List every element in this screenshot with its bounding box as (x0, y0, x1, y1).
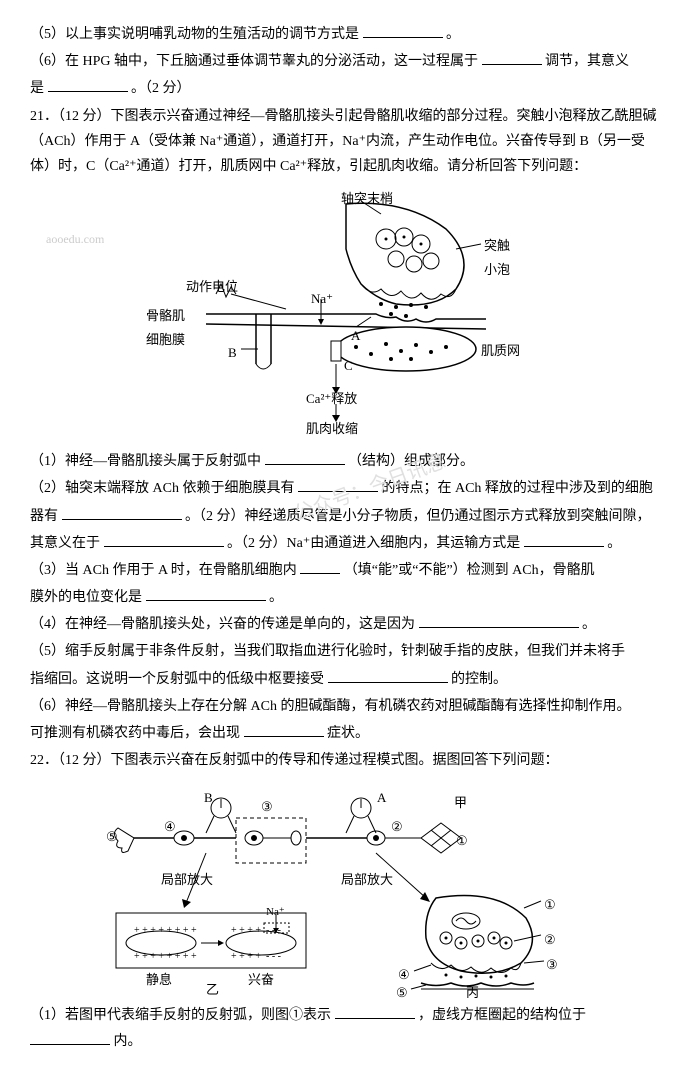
q21-6-blank[interactable] (244, 722, 324, 737)
q21-3a: （3）当 ACh 作用于 A 时，在骨骼肌细胞内 (30, 563, 297, 578)
q21-2g: 。 (607, 536, 621, 551)
fig2-b-n3: ③ (546, 953, 558, 976)
q21-1a: （1）神经—骨骼肌接头属于反射弧中 (30, 454, 261, 469)
q21-5b: 指缩回。这说明一个反射弧中的低级中枢要接受 (30, 672, 324, 687)
q21-3-l1: （3）当 ACh 作用于 A 时，在骨骼肌细胞内 （填“能”或“不能”）检测到 … (30, 558, 662, 583)
fig2-n2: ② (391, 815, 403, 838)
q21-2-blank2[interactable] (62, 505, 182, 520)
q21-6-l1: （6）神经—骨骼肌接头上存在分解 ACh 的胆碱酯酶，有机磷农药对胆碱酯酶有选择… (30, 694, 662, 719)
q21-3d: 。 (269, 590, 283, 605)
fig2-b-n1: ① (544, 893, 556, 916)
q21-2f: 。（2 分）Na⁺由通道进入细胞内，其运输方式是 (227, 536, 520, 551)
fig2-rest: 静息 (146, 968, 172, 991)
q21-3-l2: 膜外的电位变化是 。 (30, 585, 662, 610)
q21-5c: 的控制。 (451, 672, 507, 687)
q21-1: （1）神经—骨骼肌接头属于反射弧中 （结构）组成部分。 (30, 449, 662, 474)
q21-2-l2: 器有 。（2 分）神经递质尽管是小分子物质，但仍通过图示方式释放到突触间隙， (30, 504, 662, 529)
q21-3c: 膜外的电位变化是 (30, 590, 142, 605)
q21-4-blank[interactable] (419, 613, 579, 628)
q21-6c: 症状。 (327, 726, 369, 741)
svg-text:+ + + +: + + + + (231, 925, 261, 936)
q21-2-blank3[interactable] (104, 532, 224, 547)
svg-text:+ + + +: + + + + (231, 951, 261, 962)
q21-1-blank[interactable] (265, 450, 345, 465)
q6b: 调节，其意义 (545, 54, 629, 69)
q21-2b: 的特点；在 ACh 释放的过程中涉及到的细胞 (381, 481, 652, 496)
fig1-C: C (344, 354, 353, 377)
fig2-local1: 局部放大 (161, 868, 213, 891)
q21-6-l2: 可推测有机磷农药中毒后，会出现 症状。 (30, 721, 662, 746)
fig2-n1: ① (456, 829, 468, 852)
svg-text:- - -: - - - (266, 925, 281, 936)
fig1-na: Na⁺ (311, 287, 333, 310)
q5: （5）以上事实说明哺乳动物的生殖活动的调节方式是 。 (30, 22, 662, 47)
q21-2-l1: 公众号：今日讯息 （2）轴突末端释放 ACh 依赖于细胞膜具有 的特点；在 AC… (30, 476, 662, 501)
fig2-jia: 甲 (454, 791, 467, 814)
q5-blank[interactable] (363, 23, 443, 38)
q21-2-blank4[interactable] (524, 532, 604, 547)
fig1-contract: 肌肉收缩 (306, 417, 358, 440)
svg-text:+ + + + + + + +: + + + + + + + + (134, 951, 197, 962)
q21-3-blank1[interactable] (300, 559, 340, 574)
fig2-b-n2: ② (544, 928, 556, 951)
q21-2c: 器有 (30, 509, 58, 524)
q6-blank1[interactable] (482, 50, 542, 65)
q22-1a: （1）若图甲代表缩手反射的反射弧，则图①表示 (30, 1008, 331, 1023)
q22-1-blank1[interactable] (335, 1004, 415, 1019)
q21-4b: 。 (582, 617, 596, 632)
fig1-A: A (351, 324, 360, 347)
fig1-vesicle: 突触 小泡 (484, 234, 510, 281)
fig2-B: B (204, 786, 213, 809)
fig2-bing: 丙 (466, 981, 479, 1004)
fig2-excite: 兴奋 (248, 968, 274, 991)
q21-5-l1: （5）缩手反射属于非条件反射，当我们取指血进行化验时，针刺破手指的皮肤，但我们并… (30, 639, 662, 664)
q6-line2: 是 。（2 分） (30, 76, 662, 101)
q21-2d: 。（2 分）神经递质尽管是小分子物质，但仍通过图示方式释放到突触间隙， (185, 509, 651, 524)
q22-1b: ，虚线方框圈起的结构位于 (418, 1008, 586, 1023)
q6a: （6）在 HPG 轴中，下丘脑通过垂体调节睾丸的分泌活动，这一过程属于 (30, 54, 478, 69)
svg-text:- - -: - - - (266, 951, 281, 962)
fig2-local2: 局部放大 (341, 868, 393, 891)
fig1-axon: 轴突末梢 (341, 187, 393, 210)
q21-4: （4）在神经—骨骼肌接头处，兴奋的传递是单向的，这是因为 。 (30, 612, 662, 637)
watermark-1: aooedu.com (46, 229, 104, 251)
q21-2e: 其意义在于 (30, 536, 100, 551)
fig1-ap: 动作电位 (186, 275, 238, 298)
q22-head: 22．（12 分）下图表示兴奋在反射弧中的传导和传递过程模式图。据图回答下列问题… (30, 748, 662, 773)
fig2-n4: ④ (164, 815, 176, 838)
q22-1c: 内。 (114, 1034, 142, 1049)
fig2-na: Na⁺ (266, 903, 285, 923)
q21-4a: （4）在神经—骨骼肌接头处，兴奋的传递是单向的，这是因为 (30, 617, 415, 632)
q21-2-blank1[interactable] (298, 477, 378, 492)
q21-5-l2: 指缩回。这说明一个反射弧中的低级中枢要接受 的控制。 (30, 667, 662, 692)
fig2-A: A (377, 786, 386, 809)
q21-head: 21．（12 分）下图表示兴奋通过神经—骨骼肌接头引起骨骼肌收缩的部分过程。突触… (30, 104, 662, 180)
fig2-n5: ⑤ (106, 825, 118, 848)
q21-1b: （结构）组成部分。 (348, 454, 474, 469)
q6-line1: （6）在 HPG 轴中，下丘脑通过垂体调节睾丸的分泌活动，这一过程属于 调节，其… (30, 49, 662, 74)
fig1-skm: 骨骼肌 细胞膜 (146, 304, 185, 351)
figure-1: aooedu.com (146, 189, 546, 439)
q22-1-blank2[interactable] (30, 1030, 110, 1045)
q6d: 。（2 分） (131, 81, 191, 96)
q5-text: （5）以上事实说明哺乳动物的生殖活动的调节方式是 (30, 27, 359, 42)
q21-3-blank2[interactable] (146, 586, 266, 601)
q21-2-l3: 其意义在于 。（2 分）Na⁺由通道进入细胞内，其运输方式是 。 (30, 531, 662, 556)
q21-3b: （填“能”或“不能”）检测到 ACh，骨骼肌 (344, 563, 595, 578)
fig1-ca: Ca²⁺释放 (306, 387, 357, 410)
fig2-b-n5: ⑤ (396, 981, 408, 1004)
q21-2a: （2）轴突末端释放 ACh 依赖于细胞膜具有 (30, 481, 294, 496)
fig1-B: B (228, 341, 237, 364)
q21-5-blank[interactable] (328, 668, 448, 683)
q6-blank2[interactable] (48, 77, 128, 92)
q5-end: 。 (446, 27, 460, 42)
figure-2: + + + + + + + + + + + + + + + + + + + + … (106, 783, 586, 993)
q22-1: （1）若图甲代表缩手反射的反射弧，则图①表示 ，虚线方框圈起的结构位于 内。 (30, 1003, 662, 1053)
fig1-sr: 肌质网 (481, 339, 520, 362)
q21-6b: 可推测有机磷农药中毒后，会出现 (30, 726, 240, 741)
fig2-n3: ③ (261, 795, 273, 818)
svg-text:+ + + + + + + +: + + + + + + + + (134, 925, 197, 936)
fig2-yi: 乙 (206, 978, 219, 1001)
q6c: 是 (30, 81, 44, 96)
